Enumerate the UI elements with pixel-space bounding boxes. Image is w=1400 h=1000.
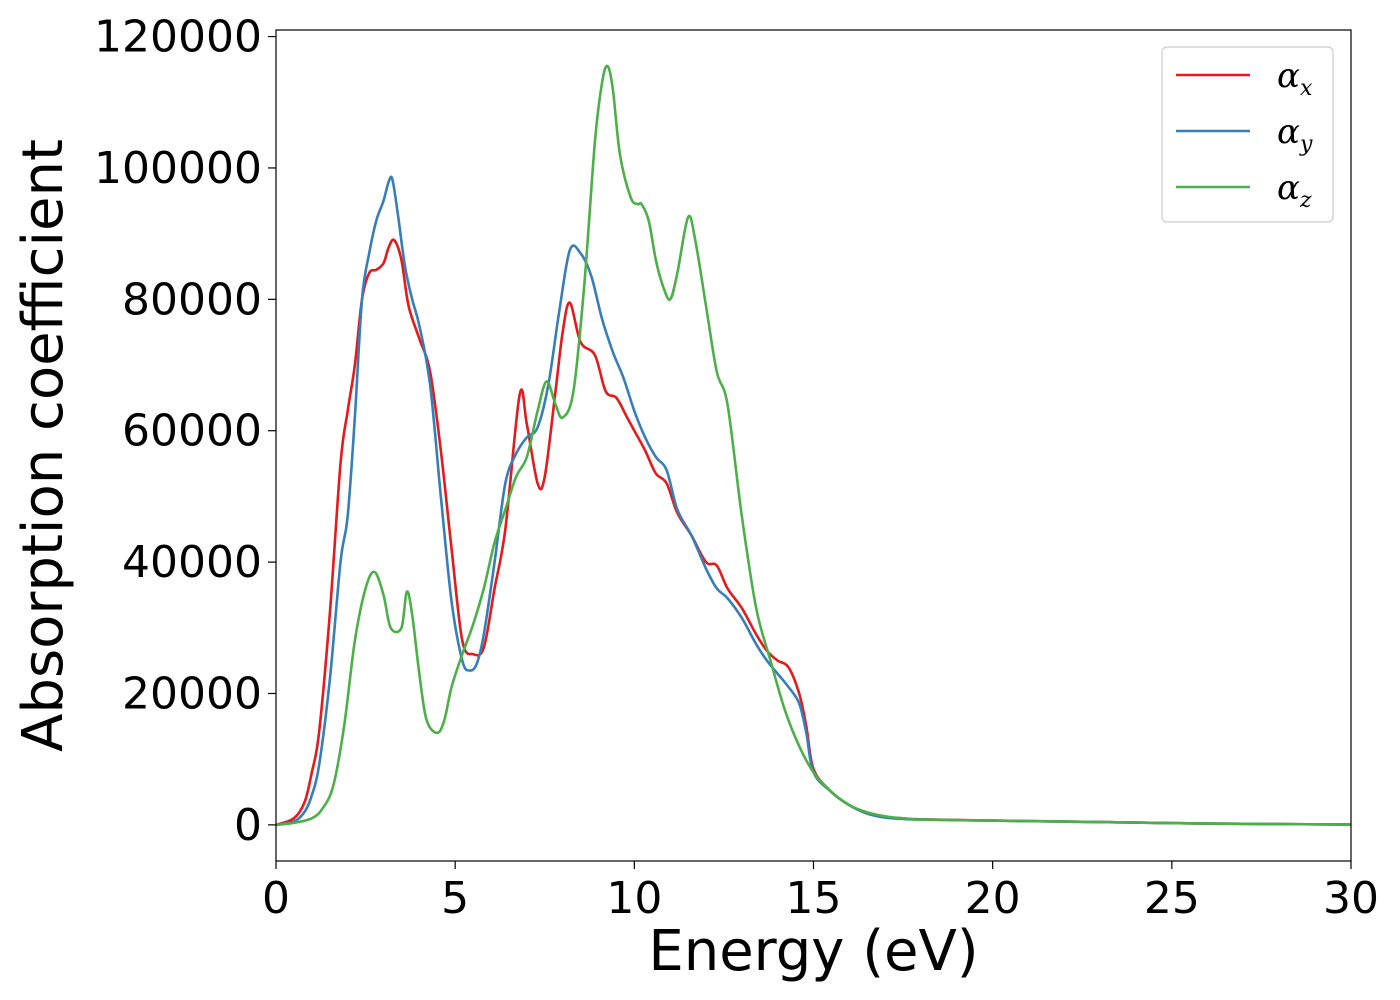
x-tick-label: 15 (786, 873, 842, 924)
x-axis: 0 5 10 15 20 25 30 (262, 861, 1379, 924)
y-tick-label: 120000 (94, 12, 262, 63)
y-axis-title: Absorption coefficient (11, 139, 76, 752)
legend: αx αy αz (1161, 46, 1334, 223)
series-line-z (276, 64, 1351, 827)
x-axis-title: Energy (eV) (648, 919, 978, 984)
series-line-y (276, 175, 1351, 827)
y-tick-label: 100000 (94, 143, 262, 194)
x-tick-label: 25 (1144, 873, 1200, 924)
x-tick-label: 30 (1323, 873, 1379, 924)
x-tick-label: 5 (441, 873, 469, 924)
series-line-x (276, 238, 1351, 827)
legend-box (1161, 46, 1334, 223)
y-tick-label: 40000 (122, 537, 262, 588)
legend-label-z: αz (1277, 168, 1312, 213)
y-tick-label: 60000 (122, 406, 262, 457)
legend-label-y: αy (1277, 112, 1313, 157)
x-tick-label: 20 (965, 873, 1021, 924)
x-tick-label: 10 (606, 873, 662, 924)
y-tick-label: 20000 (122, 668, 262, 719)
legend-label-x: αx (1277, 56, 1313, 101)
series-layer (276, 64, 1351, 827)
y-axis: 0 20000 40000 60000 80000 100000 120000 (94, 12, 276, 851)
y-tick-label: 80000 (122, 274, 262, 325)
x-tick-label: 0 (262, 873, 290, 924)
y-tick-label: 0 (234, 800, 262, 851)
